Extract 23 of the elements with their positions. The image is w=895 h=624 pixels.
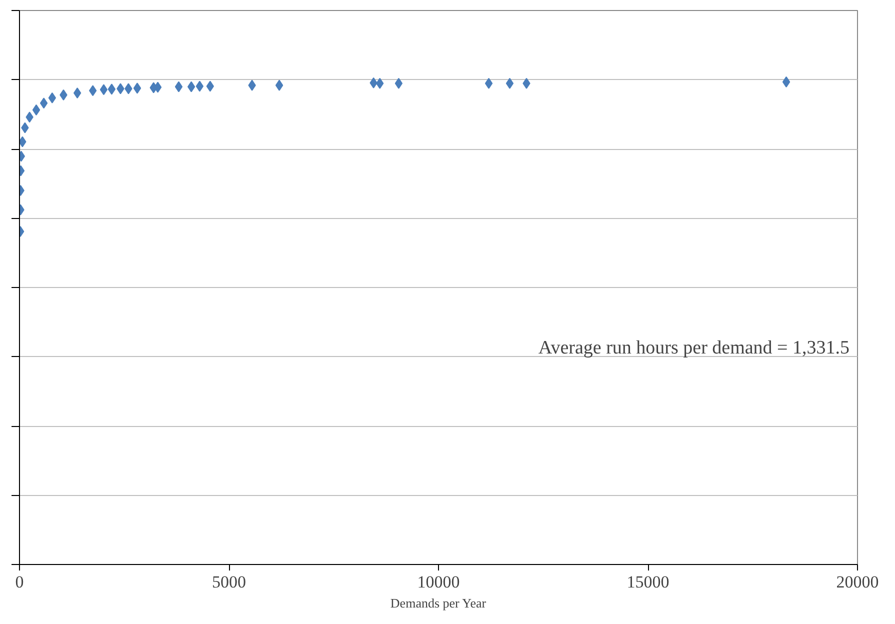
x-tick-label: 10000	[417, 572, 460, 592]
point	[506, 78, 514, 89]
point	[100, 84, 108, 96]
point	[88, 85, 97, 96]
point	[174, 81, 183, 92]
x-tick-label: 0	[15, 572, 24, 592]
point	[40, 98, 48, 109]
x-axis-title: Demands per Year	[390, 596, 487, 610]
x-tick-label: 5000	[212, 572, 246, 592]
annotation: Average run hours per demand = 1,331.5	[538, 338, 850, 358]
point	[484, 78, 493, 89]
x-tick-label: 20000	[836, 572, 879, 592]
point	[275, 80, 284, 91]
point	[187, 81, 196, 92]
point	[48, 92, 56, 104]
point	[196, 80, 204, 92]
point	[394, 78, 403, 89]
point	[73, 88, 82, 99]
point	[782, 76, 790, 88]
x-tick-label: 15000	[626, 572, 670, 592]
point	[32, 104, 40, 116]
point	[108, 84, 116, 95]
point	[133, 82, 142, 94]
